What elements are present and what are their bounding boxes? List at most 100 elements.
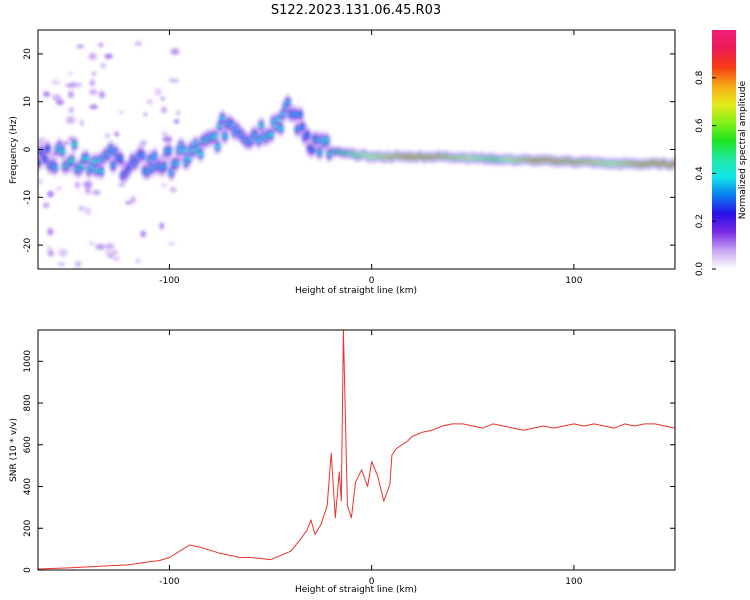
spectrogram-xtick-label: -100 (159, 276, 180, 286)
spectrogram-core-cell (671, 161, 675, 165)
spectrogram-core-cell (110, 162, 116, 168)
spectrogram-noise-cell (68, 72, 74, 76)
spectrogram-noise-cell (161, 106, 168, 114)
snr-marks (38, 330, 675, 570)
spectrogram-noise-cell (74, 260, 82, 268)
spectrogram-noise-cell (125, 201, 132, 205)
spectrogram-noise-cell (170, 48, 180, 55)
spectrogram-core-cell (52, 165, 58, 171)
spectrogram-noise-cell (65, 83, 74, 88)
colorbar-tick-label: 0.2 (695, 214, 705, 228)
spectrogram-noise-cell (107, 254, 114, 259)
colorbar-strip (712, 30, 736, 269)
spectrogram-noise-cell (111, 250, 118, 255)
snr-ytick-label: 200 (23, 519, 33, 536)
spectrogram-noise-cell (89, 104, 98, 110)
spectrogram-noise-cell (89, 89, 98, 95)
spectrogram-noise-cell (169, 186, 177, 193)
spectrogram-noise-cell (91, 71, 97, 77)
spectrogram-noise-cell (43, 91, 50, 97)
spectrogram-core-cell (316, 149, 323, 155)
spectrogram-noise-cell (98, 42, 104, 48)
spectrogram-noise-cell (53, 94, 61, 103)
spectrogram-ytick-label: -20 (23, 237, 33, 252)
snr-ylabel: SNR (10 * v/v) (9, 418, 19, 482)
spectrogram-noise-cell (68, 90, 74, 99)
spectrogram-noise-cell (169, 78, 180, 84)
spectrogram-noise-cell (47, 250, 55, 257)
spectrogram-noise-cell (162, 131, 167, 136)
spectrogram-noise-cell (63, 141, 70, 145)
spectrogram-core-cell (181, 147, 187, 153)
colorbar-tick-label: 0.0 (695, 262, 705, 277)
spectrogram-noise-cell (140, 230, 146, 238)
spectrogram-noise-cell (51, 80, 61, 85)
spectrogram-ytick-label: 10 (23, 96, 33, 108)
spectrogram-noise-cell (117, 110, 125, 115)
spectrogram-noise-cell (88, 241, 96, 246)
spectrogram-core-cell (278, 126, 284, 132)
snr-xlabel: Height of straight line (km) (295, 585, 417, 595)
spectrogram-core-cell (151, 153, 158, 159)
spectrogram-core-cell (42, 156, 48, 162)
spectrogram-noise-cell (38, 179, 43, 185)
spectrogram-noise-cell (78, 205, 86, 212)
spectrogram-noise-cell (161, 183, 167, 188)
spectrogram-core-cell (297, 112, 303, 118)
spectrogram-xlabel: Height of straight line (km) (295, 286, 417, 296)
snr-ytick-label: 800 (23, 394, 33, 411)
spectrogram-core-cell (117, 155, 124, 161)
spectrogram-noise-cell (91, 189, 101, 196)
snr-plot-area (38, 330, 675, 570)
spectrogram-core-cell (222, 133, 228, 139)
spectrogram-noise-cell (74, 181, 81, 189)
spectrogram-noise-cell (56, 186, 62, 192)
spectrogram-noise-cell (95, 244, 106, 250)
spectrogram-core-cell (268, 132, 274, 138)
spectrogram-noise-cell (135, 259, 141, 263)
spectrogram-noise-cell (168, 242, 175, 246)
spectrogram-noise-cell (105, 249, 111, 255)
spectrogram-noise-cell (134, 41, 143, 46)
spectrogram-xtick-label: 100 (565, 276, 582, 286)
spectrogram-noise-cell (147, 98, 153, 105)
spectrogram-noise-cell (57, 262, 66, 266)
spectrogram-noise-cell (47, 246, 53, 251)
spectrogram-noise-cell (82, 181, 93, 189)
spectrogram-noise-cell (89, 79, 95, 87)
spectrogram-noise-cell (114, 131, 120, 137)
spectrogram-noise-cell (143, 112, 148, 117)
spectrogram-noise-cell (88, 52, 97, 61)
spectrogram-core-cell (166, 148, 172, 154)
spectrogram-noise-cell (100, 62, 106, 69)
spectrogram-core-cell (212, 133, 218, 139)
spectrogram-noise-cell (74, 83, 83, 87)
spectrogram-xtick-label: 0 (369, 276, 375, 286)
spectrogram-noise-cell (76, 44, 85, 49)
spectrogram-noise-cell (159, 222, 164, 230)
spectrogram-core-cell (69, 157, 75, 163)
spectrogram-core-cell (214, 144, 221, 150)
spectrogram-noise-cell (113, 256, 120, 262)
spectrogram-core-cell (59, 148, 65, 154)
spectrogram-noise-cell (105, 243, 115, 250)
spectrogram-noise-cell (130, 195, 136, 204)
spectrogram-core-cell (98, 168, 104, 174)
spectrogram-ytick-label: 0 (23, 146, 33, 152)
snr-ytick-label: 1000 (23, 350, 33, 373)
snr-series-line (38, 330, 675, 570)
spectrogram-noise-cell (42, 202, 50, 209)
spectrogram-noise-cell (173, 119, 180, 124)
snr-ytick-label: 0 (23, 567, 33, 573)
spectrogram-core-cell (309, 147, 315, 153)
spectrogram-ytick-label: -10 (23, 190, 33, 205)
spectrogram-noise-cell (47, 191, 54, 198)
spectrogram-noise-cell (105, 133, 110, 138)
snr-frame (37, 329, 676, 571)
spectrogram-noise-cell (85, 207, 92, 215)
spectrogram-core-cell (83, 155, 90, 161)
